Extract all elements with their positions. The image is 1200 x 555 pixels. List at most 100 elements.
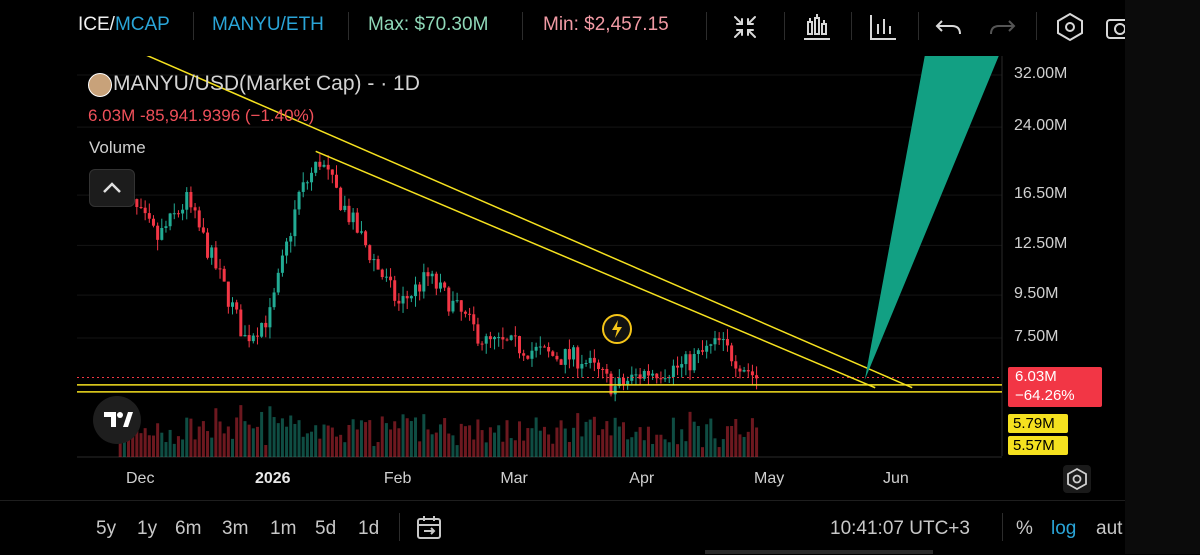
candle-body (542, 346, 546, 348)
volume-bar (235, 417, 239, 457)
divider (399, 513, 400, 541)
volume-bar (193, 439, 197, 457)
divider (706, 12, 707, 40)
candle-body (621, 377, 625, 385)
candle-body (538, 346, 542, 348)
candle-body (231, 302, 235, 307)
candle-body (484, 336, 488, 344)
tradingview-logo[interactable] (93, 396, 141, 444)
volume-bar (721, 439, 725, 457)
range-3m[interactable]: 3m (222, 518, 249, 539)
volume-bar (297, 420, 301, 457)
candle-body (293, 209, 297, 237)
pair-toggle[interactable]: MANYU/ETH (212, 14, 324, 35)
candle-body (339, 187, 343, 211)
candle-body (750, 371, 754, 376)
candle-body (576, 347, 580, 369)
log-toggle[interactable]: log (1051, 518, 1077, 539)
candle-body (468, 313, 472, 315)
range-6m[interactable]: 6m (175, 518, 202, 539)
volume-bar (251, 428, 255, 457)
range-5d[interactable]: 5d (315, 518, 337, 539)
settings-hexagon-icon[interactable] (1053, 10, 1087, 44)
candle-body (530, 350, 534, 359)
candle-body (463, 311, 467, 314)
candle-body (164, 226, 168, 228)
indicators-icon[interactable] (800, 10, 834, 44)
candle-body (251, 335, 255, 342)
undo-icon[interactable] (932, 10, 966, 44)
divider (851, 12, 852, 40)
candle-body (501, 337, 505, 340)
chart-type-icon[interactable] (866, 10, 900, 44)
x-tick-label: 2026 (254, 470, 291, 487)
volume-bar (692, 421, 696, 457)
x-tick-label: May (754, 470, 785, 487)
x-tick-label: Apr (629, 470, 655, 487)
volume-bar (364, 422, 368, 457)
volume-bar (422, 414, 426, 457)
volume-bar (468, 425, 472, 457)
collapse-arrows-icon[interactable] (728, 10, 762, 44)
candle-body (389, 276, 393, 281)
volume-bar (738, 434, 742, 457)
candle-body (189, 192, 193, 208)
price-mcap-toggle[interactable]: ICE/MCAP (78, 14, 170, 36)
candle-body (547, 346, 551, 352)
volume-bar (755, 427, 759, 457)
volume-bar (197, 426, 201, 457)
volume-bar (176, 436, 180, 457)
volume-bar (750, 418, 754, 457)
volume-bar (368, 420, 372, 457)
y-tick-label: 16.50M (1014, 185, 1068, 203)
volume-bar (701, 447, 705, 457)
candle-body (239, 309, 243, 337)
candle-body (721, 339, 725, 341)
volume-bar (135, 429, 139, 457)
range-1y[interactable]: 1y (137, 518, 158, 539)
event-bolt-icon[interactable] (602, 314, 632, 344)
volume-bar (343, 442, 347, 457)
volume-bar (434, 432, 438, 457)
candle-body (493, 337, 497, 340)
range-5y[interactable]: 5y (96, 518, 117, 539)
redo-icon[interactable] (985, 10, 1019, 44)
volume-bar (293, 423, 297, 457)
volume-bar (322, 424, 326, 457)
auto-toggle[interactable]: aut (1096, 518, 1123, 539)
volume-bar (567, 441, 571, 457)
price-chart[interactable] (77, 56, 1125, 496)
candle-body (505, 339, 509, 341)
volume-bar (389, 429, 393, 457)
volume-bar (538, 430, 542, 457)
clock-readout[interactable]: 10:41:07 UTC+3 (830, 518, 970, 539)
range-1d[interactable]: 1d (358, 518, 380, 539)
candle-body (156, 225, 160, 240)
candle-body (201, 227, 205, 233)
candle-body (497, 337, 501, 339)
volume-bar (638, 427, 642, 457)
candle-body (393, 280, 397, 301)
volume-bar (310, 431, 314, 457)
chevron-up-icon (103, 182, 121, 193)
candle-body (572, 347, 576, 360)
chart-settings-button[interactable] (1063, 465, 1091, 493)
date-range-icon[interactable] (414, 513, 444, 543)
volume-bar (646, 426, 650, 457)
bottom-toolbar: 5y 1y 6m 3m 1m 5d 1d 10:41:07 UTC+3 % lo… (0, 500, 1125, 555)
volume-bar (459, 423, 463, 457)
volume-bar (318, 438, 322, 457)
volume-bar (231, 438, 235, 457)
side-panel-edge (1125, 0, 1200, 554)
volume-bar (530, 428, 534, 457)
collapse-legend-button[interactable] (89, 169, 135, 207)
volume-bar (455, 445, 459, 457)
candle-body (459, 300, 463, 312)
volume-bar (355, 429, 359, 457)
candle-body (684, 354, 688, 365)
divider (1002, 513, 1003, 541)
percent-toggle[interactable]: % (1016, 518, 1033, 539)
candle-body (734, 361, 738, 369)
range-1m[interactable]: 1m (270, 518, 297, 539)
legend-values: 6.03M -85,941.9396 (−1.40%) (88, 106, 315, 125)
